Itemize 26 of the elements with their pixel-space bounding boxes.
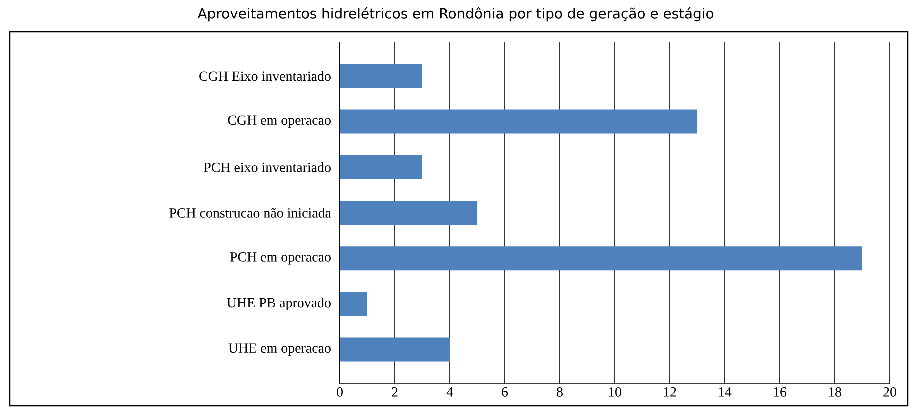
bar [340,292,368,316]
x-tick-label: 16 [774,388,787,397]
bar [340,110,698,134]
y-tick-label: PCH construcao não iniciada [170,208,332,218]
x-tick-label: 0 [337,388,343,397]
y-tick-label: PCH em operacao [230,252,331,265]
y-tick-label: UHE em operacao [228,344,331,356]
x-tick-label: 12 [664,388,676,397]
x-tick-label: 20 [884,388,896,397]
x-tick-label: 10 [609,388,622,397]
x-tick-label: 8 [557,388,563,397]
x-tick-label: 18 [829,388,842,397]
x-tick-label: 4 [446,388,454,397]
chart-title: Aproveitamentos hidrelétricos em Rondônia por tipo de geração e estágio [198,8,714,22]
bar [340,338,450,362]
bar [340,246,863,271]
x-tick-label: 6 [502,388,508,397]
y-tick-label: PCH eixo inventariado [204,162,331,172]
y-tick-label: UHE PB aprovado [227,298,331,311]
bar [340,64,423,88]
y-tick-label: CGH Eixo inventariado [200,71,331,82]
bar [340,201,478,225]
x-tick-label: 14 [719,388,732,397]
x-tick-label: 2 [392,388,398,397]
y-tick-label: CGH em operacao [228,116,331,128]
bar [340,155,423,180]
